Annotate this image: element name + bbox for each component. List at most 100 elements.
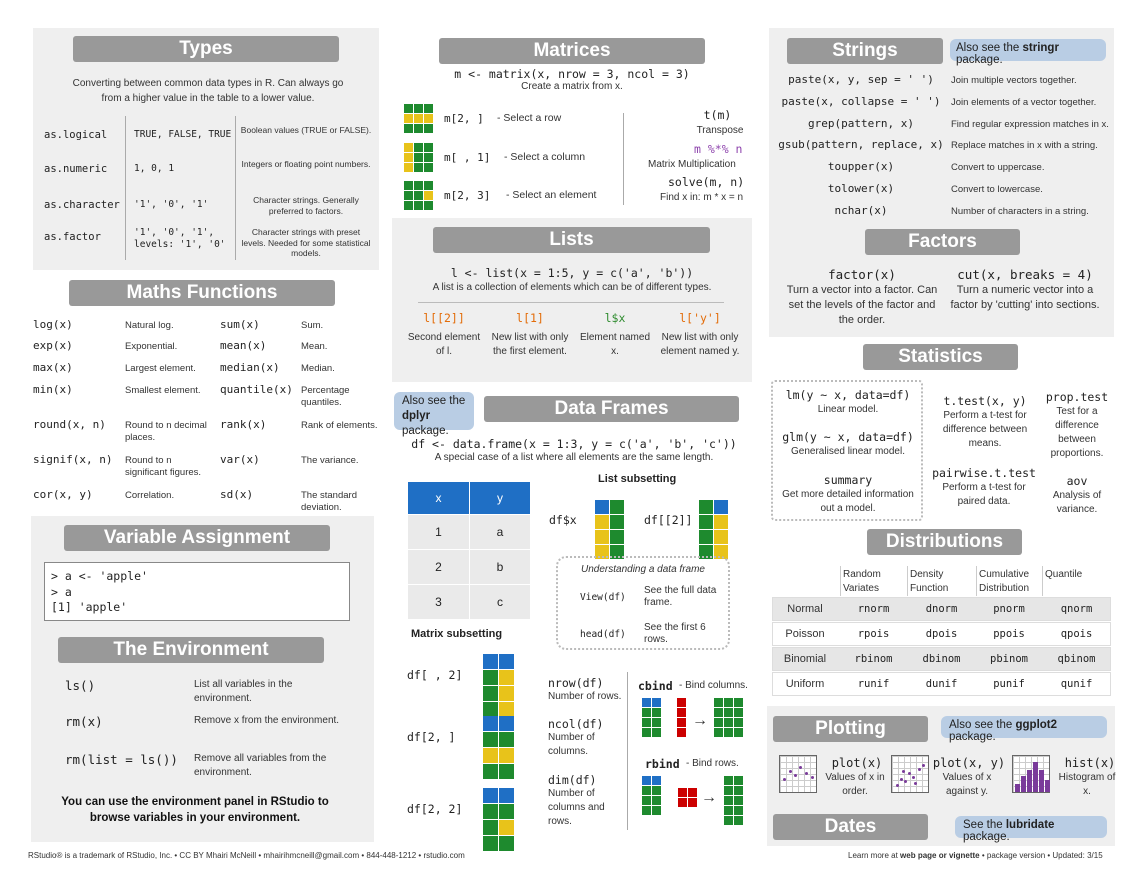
matrix-grid-cell	[414, 114, 423, 123]
maths-desc-1: Correlation.	[125, 490, 175, 501]
env-fn: rm(x)	[65, 714, 103, 729]
matrix-grid-cell	[424, 104, 433, 113]
types-fn: as.factor	[44, 231, 101, 243]
dist-cell: runif	[857, 678, 890, 690]
dim-desc: Number of rows.	[548, 691, 622, 702]
matrix-grid-cell	[424, 191, 433, 200]
dplyr-note-c: package.	[402, 425, 449, 437]
types-fn: as.logical	[44, 129, 108, 141]
maths-desc-1: Round to n significant figures.	[125, 455, 202, 478]
dist-cell: qnorm	[1060, 603, 1093, 615]
plot-point	[896, 784, 899, 787]
hist-bar	[1039, 770, 1044, 792]
cbind-out-cell	[734, 708, 743, 717]
list-item-code: l[1]	[516, 311, 544, 325]
dist-row-name: Poisson	[785, 628, 825, 640]
ms-grid-cell	[499, 732, 514, 747]
maths-desc-1: Largest element.	[125, 363, 196, 374]
plot-point	[918, 768, 921, 771]
hist-bar	[1027, 770, 1032, 792]
stats-code: aov	[1066, 474, 1088, 488]
string-desc: Replace matches in x with a string.	[951, 140, 1098, 151]
matrix-grid-cell	[414, 181, 423, 190]
dim-code: ncol(df)	[548, 717, 604, 731]
dim-code: nrow(df)	[548, 676, 604, 690]
dist-row-bg	[772, 647, 1111, 671]
rbind-right-cell	[688, 798, 697, 807]
matrix-code: m[2, ]	[444, 112, 484, 125]
rbind-left-cell	[642, 806, 651, 815]
types-desc: Character strings with preset levels. Ne…	[241, 227, 371, 258]
df-create-desc: A special case of a list where all eleme…	[434, 452, 714, 463]
distributions-table: Random Variates Density Function Cumulativ…	[772, 566, 1111, 696]
hist-bar	[1045, 780, 1050, 792]
maths-fn-1: max(x)	[33, 361, 73, 374]
stats-desc: Perform a t-test for paired data.	[942, 482, 1026, 507]
ms-grid-cell	[499, 788, 514, 803]
ls2-cell	[714, 500, 728, 514]
cbind-right-cell	[677, 708, 686, 717]
arrow-right-icon: →	[701, 789, 717, 806]
maths-fn-2: mean(x)	[220, 339, 267, 352]
types-fn: as.numeric	[44, 163, 108, 175]
ms-grid-cell	[499, 836, 514, 851]
matrix-create-desc: Create a matrix from x.	[521, 81, 623, 92]
maths-desc-2: Median.	[301, 363, 335, 374]
ms-grid-cell	[483, 732, 498, 747]
ms-grid-cell	[499, 764, 514, 779]
cbind-out-cell	[714, 708, 723, 717]
cbind-right-cell	[677, 698, 686, 707]
plot-point	[900, 778, 903, 781]
rbind-left-cell	[652, 806, 661, 815]
cbind-left-cell	[652, 698, 661, 707]
footer-right-a: Learn more at	[848, 851, 898, 860]
dist-cell: ppois	[993, 628, 1025, 640]
types-table	[40, 112, 375, 262]
varassign-console: > a <- 'apple' > a [1] 'apple'	[44, 562, 350, 621]
strings-panel	[769, 28, 1114, 337]
ls1-cell	[610, 500, 624, 514]
cbind-out-cell	[734, 718, 743, 727]
matrix-grid-cell	[424, 114, 433, 123]
list-create-code: l <- list(x = 1:5, y = c('a', 'b'))	[450, 266, 694, 280]
maths-desc-2: Mean.	[301, 341, 328, 352]
ms-grid-cell	[499, 654, 514, 669]
arrow-right-icon: →	[692, 712, 708, 729]
plot-thumbnail	[1012, 755, 1050, 793]
ms-grid-cell	[483, 702, 498, 717]
cbind-left-cell	[642, 718, 651, 727]
cbind-left-cell	[652, 728, 661, 737]
matrix-mult-desc: Matrix Multiplication	[648, 159, 736, 170]
string-desc: Join multiple vectors together.	[951, 75, 1077, 86]
lubridate-note: See the lubridate package.	[955, 816, 1107, 843]
rbind-out-cell	[734, 776, 743, 785]
ls1-cell	[595, 500, 609, 514]
string-fn: paste(x, collapse = ' ')	[781, 95, 941, 108]
dist-cell: pnorm	[993, 603, 1025, 615]
matrix-grid-cell	[414, 191, 423, 200]
matrices-title: Matrices	[439, 38, 705, 64]
rbind-left-cell	[642, 796, 651, 805]
distributions-title: Distributions	[867, 529, 1022, 555]
matrix-grid-cell	[424, 124, 433, 133]
plot-point	[908, 772, 911, 775]
cbind-out-cell	[724, 708, 733, 717]
matrix-create-code: m <- matrix(x, nrow = 3, ncol = 3)	[454, 67, 690, 81]
ls1-cell	[610, 515, 624, 529]
plot-desc: Values of x in order.	[825, 772, 885, 797]
cut-desc: Turn a numeric vector into a factor by '…	[950, 284, 1100, 311]
rbind-left-cell	[652, 776, 661, 785]
statistics-title: Statistics	[863, 344, 1018, 370]
matrix-subset-code: df[ , 2]	[407, 668, 463, 682]
plot-point	[912, 776, 915, 779]
maths-fn-1: log(x)	[33, 318, 73, 331]
list-item-code: l$x	[604, 311, 626, 325]
matrix-subsetting-label: Matrix subsetting	[411, 628, 503, 640]
list-item-desc: Second element of l.	[407, 332, 481, 357]
dist-cell: pbinom	[990, 653, 1028, 665]
maths-desc-2: Rank of elements.	[301, 420, 378, 431]
plot-code: plot(x, y)	[932, 756, 1006, 770]
matrix-grid-cell	[424, 163, 433, 172]
plot-code: hist(x)	[1064, 756, 1116, 770]
